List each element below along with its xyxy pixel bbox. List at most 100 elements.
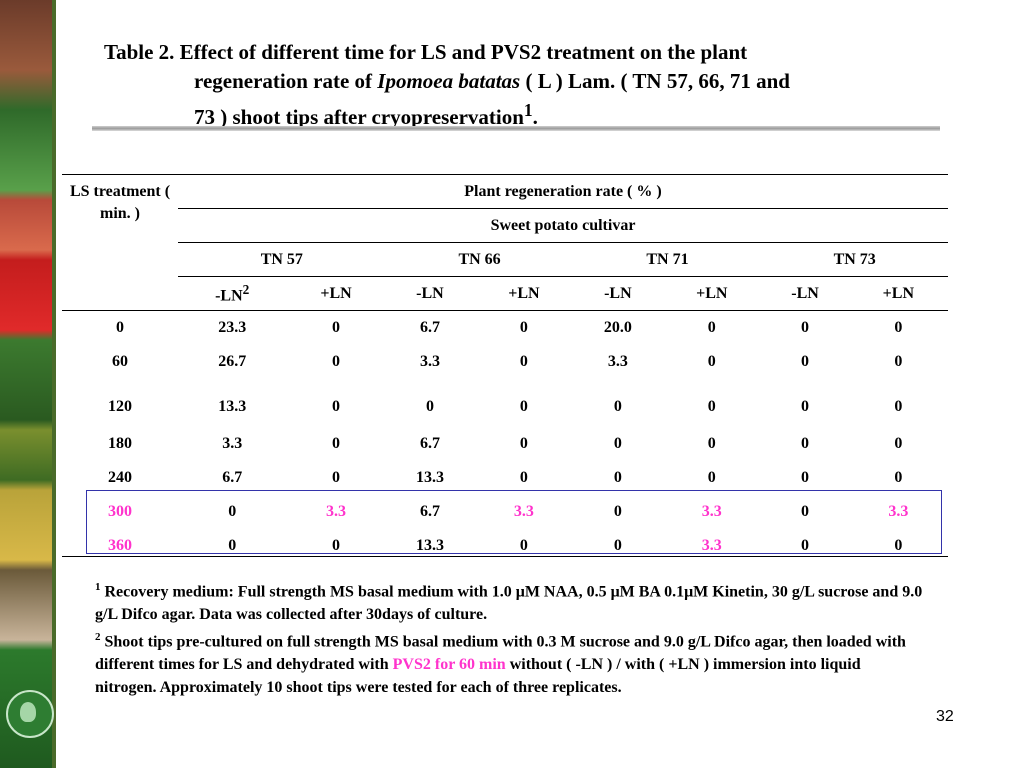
value-cell: 0 [613, 398, 622, 415]
table-row: 0 23.3 0 6.7 0 20.0 0 0 0 [62, 310, 948, 345]
value-cell: 6.7 [419, 503, 440, 520]
value-cell: 0 [801, 398, 810, 415]
value-cell: 0 [761, 310, 849, 345]
title-line1: Table 2. Effect of different time for LS… [104, 40, 748, 64]
regeneration-rate-header: Plant regeneration rate ( % ) [464, 182, 662, 200]
value-cell: 0 [519, 537, 528, 554]
value-cell: 13.3 [415, 469, 444, 486]
value-cell: 0 [848, 310, 948, 345]
value-cell: 0 [707, 398, 716, 415]
value-cell: 0 [332, 353, 340, 370]
subheader-plus-ln: +LN [474, 276, 574, 311]
footnote-2-highlight: PVS2 for 60 min [392, 656, 506, 674]
value-cell: 3.3 [607, 353, 628, 370]
cultivar-tn71: TN 71 [573, 242, 762, 277]
value-cell: 0 [519, 435, 528, 452]
table-row: 180 3.3 0 6.7 0 0 0 0 0 [62, 427, 948, 461]
value-cell: 0 [662, 310, 762, 345]
cultivar-header: Sweet potato cultivar [178, 208, 948, 243]
value-cell: 0 [228, 537, 237, 554]
value-cell: 23.3 [178, 310, 287, 345]
ls-time-cell: 180 [108, 435, 132, 452]
footnote-1: 1 Recovery medium: Full strength MS basa… [95, 576, 925, 626]
value-cell: 0 [894, 398, 903, 415]
value-cell: 20.0 [573, 310, 663, 345]
title-end: . [532, 105, 538, 129]
table-row: 240 6.7 0 13.3 0 0 0 0 0 [62, 461, 948, 495]
value-cell: 0 [801, 469, 810, 486]
footnotes: 1 Recovery medium: Full strength MS basa… [95, 576, 925, 699]
table-row: 360 0 0 13.3 0 0 3.3 0 0 [62, 529, 948, 563]
value-cell: 3.3 [222, 435, 243, 452]
value-cell: 0 [707, 353, 716, 370]
ls-time-cell: 60 [112, 353, 128, 370]
decorative-photo-strip [0, 0, 56, 768]
value-cell: 0 [613, 503, 622, 520]
value-cell: 13.3 [218, 398, 247, 415]
cultivar-tn57: TN 57 [178, 242, 386, 277]
value-cell: 3.3 [326, 503, 346, 520]
value-cell: 0 [894, 537, 903, 554]
page-number: 32 [936, 708, 954, 725]
value-cell: 0 [332, 435, 340, 452]
subheader-plus-ln: +LN [286, 276, 386, 311]
value-cell: 0 [519, 469, 528, 486]
footnote-1-text: Recovery medium: Full strength MS basal … [95, 583, 923, 623]
value-cell: 0 [613, 469, 622, 486]
subheader-minus-ln: -LN [385, 276, 475, 311]
subheader-plus-ln: +LN [662, 276, 762, 311]
value-cell: 0 [519, 353, 528, 370]
value-cell: 0 [801, 435, 810, 452]
title-line2-pre: regeneration rate of [194, 69, 378, 93]
strip-border [52, 0, 56, 768]
footnote-2-marker: 2 [95, 631, 101, 644]
value-cell: 0 [474, 310, 574, 345]
value-cell: 0 [801, 353, 810, 370]
title-line3: 73 ) shoot tips after cryopreservation1. [104, 96, 944, 132]
subheader-minus-ln: -LN2 [178, 276, 287, 311]
value-cell: 13.3 [415, 537, 444, 554]
header-row-4: -LN2 +LN -LN +LN -LN +LN -LN +LN [62, 276, 948, 311]
ls-treatment-header: LS treatment ( min. ) [69, 183, 171, 222]
value-cell: 6.7 [385, 310, 475, 345]
title-line3-text: 73 ) shoot tips after cryopreservation [194, 105, 524, 129]
value-cell: 0 [801, 503, 810, 520]
value-cell: 0 [613, 435, 622, 452]
value-cell: 0 [894, 469, 903, 486]
value-cell: 0 [707, 435, 716, 452]
table-row: 120 13.3 0 0 0 0 0 0 0 [62, 379, 948, 427]
header-row-2: Sweet potato cultivar [62, 208, 948, 243]
value-cell: 0 [894, 353, 903, 370]
value-cell: 0 [332, 537, 340, 554]
institution-logo [6, 690, 54, 738]
header-row-3: TN 57 TN 66 TN 71 TN 73 [62, 242, 948, 277]
title-underline [92, 126, 940, 131]
subheader-minus-ln: -LN [573, 276, 663, 311]
value-cell: 3.3 [701, 537, 722, 554]
footnote-1-marker: 1 [95, 581, 101, 593]
value-cell: 3.3 [513, 503, 534, 520]
ls-time-cell: 240 [108, 469, 132, 486]
footnote-2-text: Shoot tips pre-cultured on full strength… [95, 633, 906, 674]
subheader-footnote-ref: 2 [242, 281, 250, 297]
subheader-label: -LN [215, 287, 243, 305]
value-cell: 0 [228, 503, 237, 520]
value-cell: 0 [332, 469, 340, 486]
subheader-plus-ln: +LN [848, 276, 948, 311]
value-cell: 0 [332, 398, 340, 415]
value-cell: 3.3 [419, 353, 440, 370]
header-row-1: LS treatment ( min. ) Plant regeneration… [62, 174, 948, 222]
subheader-minus-ln: -LN [761, 276, 849, 311]
species-name: Ipomoea batatas [377, 69, 521, 93]
value-cell: 3.3 [701, 503, 722, 520]
value-cell: 0 [425, 398, 434, 415]
value-cell: 0 [801, 537, 810, 554]
table-bottom-rule [62, 556, 948, 557]
cultivar-tn66: TN 66 [385, 242, 574, 277]
footnote-2: 2 Shoot tips pre-cultured on full streng… [95, 626, 925, 699]
title-line2: regeneration rate of Ipomoea batatas ( L… [104, 67, 944, 96]
slide-title: Table 2. Effect of different time for LS… [104, 38, 944, 132]
table-row: 60 26.7 0 3.3 0 3.3 0 0 0 [62, 345, 948, 379]
value-cell: 0 [286, 310, 386, 345]
value-cell: 0 [707, 469, 716, 486]
